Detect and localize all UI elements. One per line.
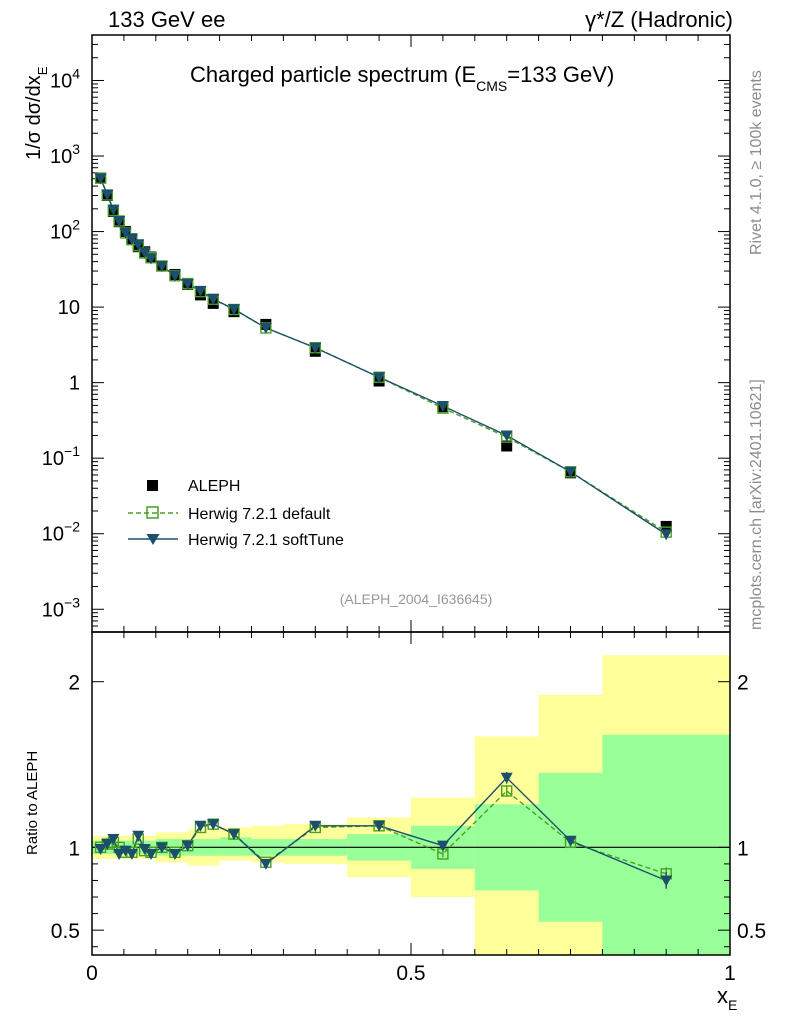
legend-label-softtune: Herwig 7.2.1 softTune <box>188 532 344 549</box>
ratio-xlabel: xE <box>717 983 737 1013</box>
ratio-frame <box>91 631 731 956</box>
header-left: 133 GeV ee <box>108 7 225 32</box>
ratio-ytick-label-right: 0.5 <box>737 920 766 943</box>
main-point-softtune <box>309 342 322 354</box>
ratio-point-softtune <box>181 840 194 852</box>
legend-label-aleph: ALEPH <box>188 478 240 495</box>
ratio-ytick-label-left: 0.5 <box>51 920 80 943</box>
main-point-softtune <box>132 239 145 251</box>
legend: ALEPH Herwig 7.2.1 default Herwig 7.2.1 … <box>128 478 344 549</box>
ratio-band-inner <box>602 734 730 955</box>
main-point-softtune <box>564 466 577 478</box>
ratio-ytick-label-right: 2 <box>737 672 749 695</box>
main-point-softtune <box>194 285 207 297</box>
main-ytick-label: 10−3 <box>42 594 80 621</box>
ratio-point-softtune <box>194 820 207 832</box>
ratio-ytick-label-right: 1 <box>737 837 749 860</box>
ratio-point-softtune <box>107 834 120 846</box>
mcplots-label: mcplots.cern.ch [arXiv:2401.10621] <box>748 379 765 630</box>
main-point-softtune <box>227 304 240 316</box>
main-ytick-label: 103 <box>50 141 80 168</box>
ratio-series <box>94 771 673 889</box>
ratio-point-softtune <box>113 848 126 860</box>
ratio-point-softtune <box>436 840 449 852</box>
main-point-aleph <box>501 440 513 452</box>
ratio-point-softtune <box>132 830 145 842</box>
ratio-point-softtune <box>101 839 114 851</box>
main-point-softtune <box>181 278 194 290</box>
ratio-point-softtune <box>259 858 272 870</box>
legend-marker-default <box>146 506 159 519</box>
main-point-softtune <box>138 247 151 259</box>
main-point-softtune <box>125 233 138 245</box>
main-ytick-label: 10−2 <box>42 519 80 546</box>
main-ytick-label: 1 <box>69 373 80 395</box>
analysis-watermark: (ALEPH_2004_I636645) <box>340 591 493 607</box>
ratio-panel: 2 21 10.5 0.50 0.5 1 Ratio to ALEPH xE <box>24 631 766 1013</box>
main-point-softtune <box>113 215 126 227</box>
ratio-band-inner <box>219 837 252 856</box>
legend-marker-softtune <box>146 534 160 545</box>
ratio-point-default <box>501 785 513 797</box>
main-point-softtune <box>94 173 107 185</box>
ratio-ytick-label-left: 2 <box>68 672 80 695</box>
main-point-softtune <box>500 430 513 442</box>
main-point-softtune <box>660 529 673 541</box>
main-point-softtune <box>373 372 386 384</box>
ratio-point-softtune <box>155 842 168 854</box>
main-title: Charged particle spectrum (ECMS=133 GeV) <box>190 62 614 94</box>
main-point-softtune <box>155 261 168 273</box>
ratio-xtick-label: 0 <box>86 962 98 985</box>
main-point-softtune <box>119 227 132 239</box>
main-point-softtune <box>145 253 158 265</box>
header-right: γ*/Z (Hadronic) <box>585 7 733 32</box>
main-point-aleph <box>660 520 672 532</box>
legend-marker-aleph <box>147 480 158 491</box>
main-ylabel: 1/σ dσ/dxE <box>23 66 50 160</box>
ratio-point-softtune <box>94 843 107 855</box>
ratio-xtick-label: 1 <box>724 962 736 985</box>
ratio-point-softtune <box>373 820 386 832</box>
ratio-point-softtune <box>138 843 151 855</box>
main-ytick-label: 104 <box>50 65 80 92</box>
ratio-point-softtune <box>500 772 513 784</box>
ratio-point-softtune <box>145 848 158 860</box>
main-ytick-label: 102 <box>50 217 80 244</box>
main-line-softtune <box>99 178 667 535</box>
ratio-point-softtune <box>119 845 132 857</box>
ratio-point-softtune <box>125 848 138 860</box>
main-point-softtune <box>207 294 220 306</box>
legend-label-default: Herwig 7.2.1 default <box>188 506 331 523</box>
ratio-point-softtune <box>564 835 577 847</box>
ratio-point-softtune <box>168 848 181 860</box>
ratio-point-softtune <box>660 875 673 887</box>
ratio-point-softtune <box>207 819 220 831</box>
ratio-point-softtune <box>309 820 322 832</box>
main-point-softtune <box>436 401 449 413</box>
main-series <box>94 172 673 541</box>
main-point-softtune <box>107 204 120 216</box>
ratio-point-softtune <box>227 829 240 841</box>
main-ytick-label: 10 <box>58 297 80 319</box>
main-ytick-label: 10−1 <box>42 443 80 470</box>
main-point-softtune <box>259 322 272 334</box>
main-point-softtune <box>168 270 181 282</box>
ratio-xtick-label: 0.5 <box>396 962 425 985</box>
ratio-ytick-label-left: 1 <box>68 837 80 860</box>
ratio-ylabel: Ratio to ALEPH <box>24 751 41 855</box>
ratio-bands <box>92 655 730 955</box>
main-point-softtune <box>101 189 114 201</box>
rivet-label: Rivet 4.1.0, ≥ 100k events <box>748 70 765 255</box>
